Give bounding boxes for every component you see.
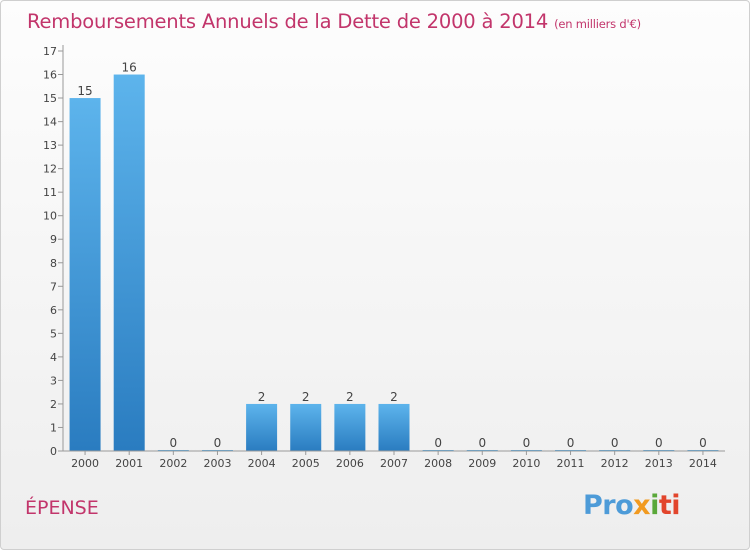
bar (113, 74, 145, 451)
bar-value-label: 0 (567, 436, 575, 450)
bar-value-label: 15 (77, 84, 92, 98)
y-tick-label: 4 (50, 351, 57, 364)
bar-value-label: 0 (170, 436, 178, 450)
x-tick-label: 2008 (424, 457, 452, 470)
proxiti-logo: Proxiti (583, 490, 681, 521)
logo-part-3: i (650, 490, 659, 521)
bar (69, 98, 101, 451)
bars-group: 15 16 0 0 2 2 2 2 0 0 0 0 0 0 0 (69, 61, 719, 451)
x-tick-label: 2007 (380, 457, 408, 470)
y-tick-label: 17 (43, 45, 57, 58)
x-tick-label: 2009 (468, 457, 496, 470)
x-tick-label: 2014 (689, 457, 717, 470)
y-tick-label: 10 (43, 210, 57, 223)
chart-title-text: Remboursements Annuels de la Dette de 20… (27, 10, 549, 33)
y-tick-label: 7 (50, 280, 57, 293)
logo-part-2: x (633, 490, 651, 521)
bar-value-label: 0 (611, 436, 619, 450)
x-tick-label: 2001 (115, 457, 143, 470)
x-tick-label: 2000 (71, 457, 99, 470)
y-tick-label: 11 (43, 186, 57, 199)
bar-value-label: 0 (434, 436, 442, 450)
x-tick-label: 2010 (512, 457, 540, 470)
x-tick-label: 2002 (159, 457, 187, 470)
chart-title: Remboursements Annuels de la Dette de 20… (27, 10, 641, 33)
y-tick-label: 2 (50, 398, 57, 411)
logo-part-1: Pro (583, 490, 634, 521)
x-tick-label: 2011 (557, 457, 585, 470)
y-tick-label: 5 (50, 327, 57, 340)
y-tick-label: 0 (50, 445, 57, 458)
bar-value-label: 0 (699, 436, 707, 450)
y-tick-label: 1 (50, 421, 57, 434)
y-tick-label: 9 (50, 233, 57, 246)
bar-value-label: 16 (122, 61, 137, 75)
x-tick-label: 2004 (248, 457, 276, 470)
x-tick-label: 2003 (203, 457, 231, 470)
x-tick-label: 2013 (645, 457, 673, 470)
y-tick-label: 12 (43, 163, 57, 176)
bar-value-label: 2 (302, 390, 310, 404)
bar-value-label: 2 (346, 390, 354, 404)
chart-subtitle: (en milliers d'€) (554, 17, 641, 31)
bar (290, 403, 322, 451)
y-tick-label: 6 (50, 304, 57, 317)
y-tick-label: 13 (43, 139, 57, 152)
y-tick-label: 16 (43, 69, 57, 82)
logo-part-4: ti (658, 490, 681, 521)
bar-value-label: 2 (390, 390, 398, 404)
x-tick-label: 2012 (601, 457, 629, 470)
y-tick-label: 14 (43, 116, 57, 129)
bar-value-label: 0 (523, 436, 531, 450)
bar-value-label: 2 (258, 390, 266, 404)
x-tick-label: 2005 (292, 457, 320, 470)
commune-name: ÉPENSE (25, 497, 99, 519)
y-tick-label: 15 (43, 92, 57, 105)
y-tick-label: 8 (50, 257, 57, 270)
bar (246, 403, 278, 451)
x-axis: 2000 2001 2002 2003 2004 2005 2006 2007 2008 2009… (71, 451, 717, 470)
x-tick-label: 2006 (336, 457, 364, 470)
y-tick-label: 3 (50, 374, 57, 387)
bar (334, 403, 366, 451)
bar-value-label: 0 (214, 436, 222, 450)
bar-value-label: 0 (655, 436, 663, 450)
bar (378, 403, 410, 451)
bar-value-label: 0 (478, 436, 486, 450)
